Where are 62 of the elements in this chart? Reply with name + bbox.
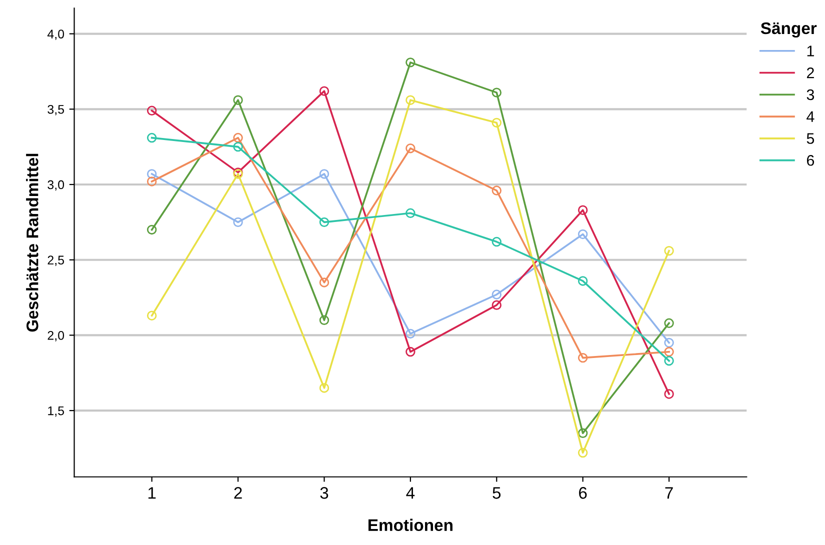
point [233,217,243,228]
legend-label: 5 [806,133,814,144]
x-tick-label: 1 [148,487,156,499]
point [233,95,243,105]
x-tick-label: 4 [406,487,415,499]
legend-label: 3 [806,89,814,100]
x-tick-label: 2 [234,487,242,499]
x-axis-title: Emotionen [368,518,452,532]
legend-label: 1 [807,46,814,56]
point [664,346,674,357]
point [319,86,330,96]
y-axis-title: Geschätzte Randmittel [26,154,38,332]
point [578,428,588,438]
point [578,205,588,215]
point [146,169,157,179]
point [406,346,416,357]
point [146,106,157,116]
point [233,142,243,152]
point [664,318,674,328]
point [406,328,416,339]
point [406,95,416,105]
point [492,186,502,196]
point [233,132,243,143]
y-tick-label: 2,0 [48,331,64,342]
point [319,383,330,393]
y-tick-label: 3,5 [48,104,64,116]
legend-label: 6 [806,154,814,166]
legend-label: 4 [806,111,814,122]
point [319,217,330,228]
point [664,389,674,399]
legend-label: 2 [806,67,814,78]
point [578,352,588,363]
y-tick-label: 4,0 [47,30,64,40]
point [664,246,674,256]
point [578,276,588,286]
point [319,169,330,179]
point [146,224,157,235]
x-tick-label: 3 [320,487,328,499]
point [319,315,330,325]
point [146,176,157,186]
x-tick-label: 7 [665,487,673,499]
point [406,208,416,218]
point [492,88,502,98]
y-tick-label: 1,5 [48,406,64,417]
y-tick-label: 2,5 [48,256,64,266]
y-tick-label: 3,0 [48,180,64,191]
point [664,356,674,366]
point [492,290,502,300]
point [492,300,502,310]
point [492,118,502,128]
point [146,310,157,320]
x-tick-label: 5 [492,487,501,499]
point [578,229,588,240]
x-tick-label: 6 [579,487,587,499]
point [319,278,330,288]
legend-title: Sänger [760,22,817,38]
point [406,143,416,154]
point [492,236,502,247]
point [146,132,157,143]
point [406,58,416,68]
point [664,338,674,348]
point [578,448,588,458]
